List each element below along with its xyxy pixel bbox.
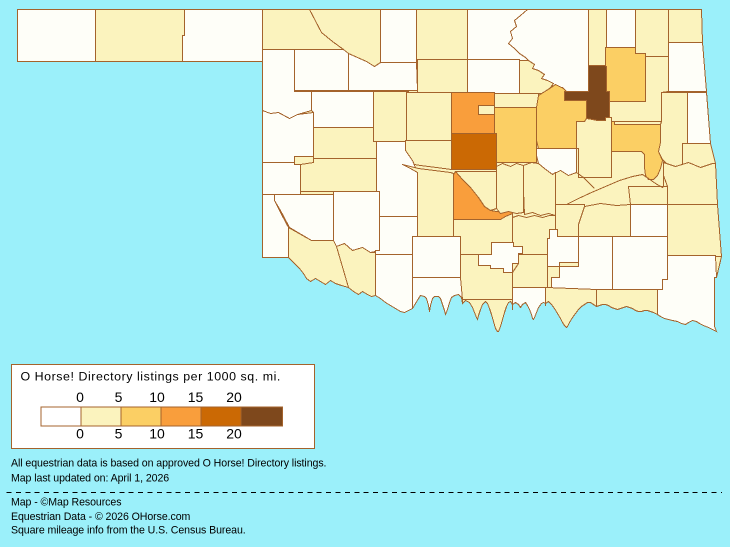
svg-text:0: 0: [76, 389, 84, 405]
svg-text:5: 5: [115, 426, 123, 442]
svg-text:15: 15: [188, 389, 204, 405]
svg-text:20: 20: [226, 426, 242, 442]
svg-text:Square mileage info from the U: Square mileage info from the U.S. Census…: [11, 525, 246, 537]
svg-text:0: 0: [76, 426, 84, 442]
svg-text:10: 10: [149, 389, 165, 405]
svg-text:Map - ©Map Resources: Map - ©Map Resources: [11, 497, 121, 509]
svg-text:Map last updated on: April 1,: Map last updated on: April 1, 2026: [11, 473, 169, 485]
svg-text:All equestrian data is based o: All equestrian data is based on approved…: [11, 458, 326, 470]
svg-text:Equestrian Data - © 2026 OHors: Equestrian Data - © 2026 OHorse.com: [11, 511, 191, 523]
svg-text:O Horse! Directory listings pe: O Horse! Directory listings per 1000 sq.…: [21, 370, 281, 384]
svg-text:5: 5: [115, 389, 123, 405]
svg-text:20: 20: [226, 389, 242, 405]
svg-text:10: 10: [149, 426, 165, 442]
svg-text:15: 15: [188, 426, 204, 442]
